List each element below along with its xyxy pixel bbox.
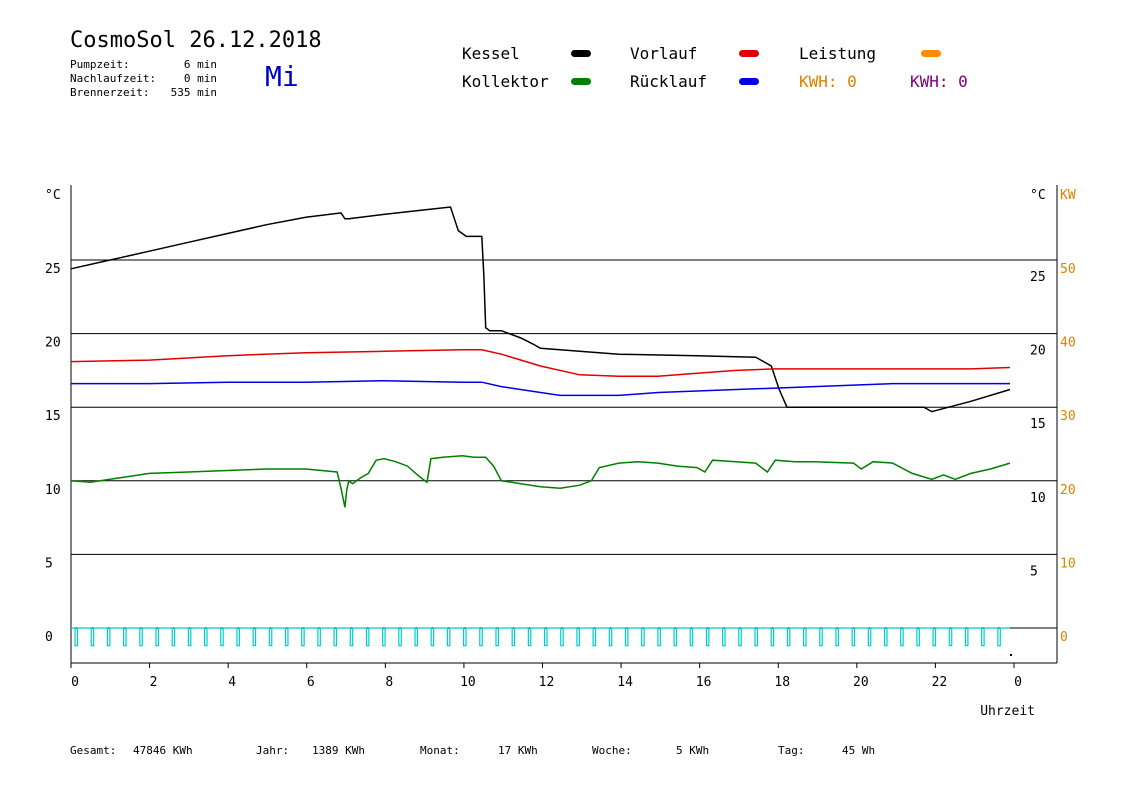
woche-label: Woche: <box>592 744 632 757</box>
x-tick-label: 18 <box>774 675 790 690</box>
y-left-tick-label: 20 <box>45 336 61 351</box>
pumpzeit-value: 6 min <box>183 58 217 71</box>
y-left-tick-label: 5 <box>45 556 53 571</box>
y-right-tick-label: 25 <box>1030 270 1046 285</box>
jahr-label: Jahr: <box>256 744 290 757</box>
y-right-kw-tick-label: 30 <box>1060 409 1076 424</box>
chart-title: CosmoSol 26.12.2018 <box>70 28 322 53</box>
legend-kessel-label: Kessel <box>462 44 520 63</box>
y-left-tick-label: 10 <box>45 483 61 498</box>
legend-ruecklauf-label: Rücklauf <box>630 72 708 91</box>
monat-label: Monat: <box>420 744 460 757</box>
x-tick-label: 20 <box>853 675 869 690</box>
x-tick-label: 14 <box>617 675 633 690</box>
y-left-tick-label: 0 <box>45 630 53 645</box>
series-line-kollektor <box>70 455 1011 508</box>
nachlaufzeit-label: Nachlaufzeit: <box>70 72 157 85</box>
x-tick-label: 0 <box>1014 675 1022 690</box>
x-tick-label: 0 <box>71 675 79 690</box>
kwh-total-value: KWH: 0 <box>910 72 968 91</box>
legend-kessel-swatch <box>571 50 591 57</box>
y-right-kw-tick-label: 50 <box>1060 262 1076 277</box>
y-right-tick-label: 20 <box>1030 344 1046 359</box>
tag-label: Tag: <box>778 744 805 757</box>
legend-vorlauf-swatch <box>739 50 759 57</box>
y-right-tick-label: 5 <box>1030 564 1038 579</box>
legend-leistung-label: Leistung <box>799 44 877 63</box>
y-right-kw-tick-label: 0 <box>1060 630 1068 645</box>
x-tick-label: 22 <box>932 675 948 690</box>
brennerzeit-label: Brennerzeit: <box>70 86 150 99</box>
kwh-leistung-value: KWH: 0 <box>799 72 857 91</box>
series-line-rücklauf <box>71 379 1010 397</box>
tag-value: 45 Wh <box>842 744 876 757</box>
jahr-value: 1389 KWh <box>312 744 365 757</box>
y-right-tick-label: 15 <box>1030 417 1046 432</box>
y-right-tick-label: 10 <box>1030 491 1046 506</box>
pumpzeit-label: Pumpzeit: <box>70 58 130 71</box>
pump-pulse-series <box>71 627 1010 647</box>
y-right-kw-tick-label: 40 <box>1060 336 1076 351</box>
y-axis-right-kw-unit: KW <box>1060 188 1076 203</box>
brennerzeit-value: 535 min <box>170 86 217 99</box>
gesamt-label: Gesamt: <box>70 744 117 757</box>
y-right-kw-tick-label: 20 <box>1060 483 1076 498</box>
woche-value: 5 KWh <box>676 744 710 757</box>
legend-ruecklauf-swatch <box>739 78 759 85</box>
x-tick-label: 8 <box>385 675 393 690</box>
y-left-tick-label: 15 <box>45 409 61 424</box>
gesamt-value: 47846 KWh <box>133 744 193 757</box>
x-tick-label: 10 <box>460 675 476 690</box>
y-axis-right-unit: °C <box>1030 188 1046 203</box>
x-tick-label: 12 <box>539 675 555 690</box>
monat-value: 17 KWh <box>498 744 538 757</box>
end-marker <box>1010 654 1012 656</box>
x-tick-label: 6 <box>307 675 315 690</box>
series-line-kessel <box>70 206 1011 413</box>
series-line-vorlauf <box>70 349 1011 378</box>
x-axis-label: Uhrzeit <box>980 704 1035 719</box>
temperature-chart: °C °C KW 0 5 10 15 20 25 5 10 15 20 25 0 10 20 30 40 50 0 2 4 6… <box>45 185 1076 719</box>
weekday-label: Mi <box>265 60 299 93</box>
y-axis-left-unit: °C <box>45 188 61 203</box>
y-right-kw-tick-label: 10 <box>1060 556 1076 571</box>
y-left-tick-label: 25 <box>45 262 61 277</box>
legend-vorlauf-label: Vorlauf <box>630 44 698 63</box>
legend-kollektor-label: Kollektor <box>462 72 549 91</box>
legend-kollektor-swatch <box>571 78 591 85</box>
legend-leistung-swatch <box>921 50 941 57</box>
x-tick-label: 2 <box>150 675 158 690</box>
nachlaufzeit-value: 0 min <box>183 72 217 85</box>
x-tick-label: 16 <box>696 675 712 690</box>
x-tick-label: 4 <box>228 675 236 690</box>
